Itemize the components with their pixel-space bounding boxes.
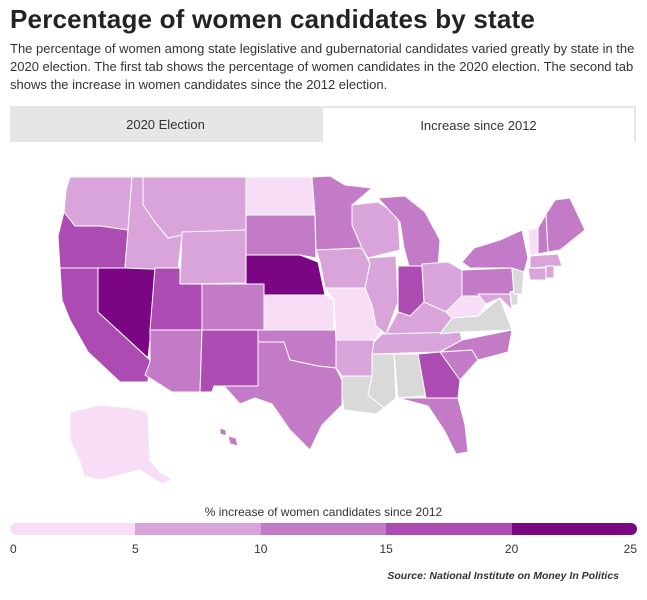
- state-IA[interactable]: [315, 247, 371, 289]
- state-CT[interactable]: [527, 267, 547, 281]
- legend-tick: 25: [623, 542, 637, 556]
- state-AZ[interactable]: [144, 329, 203, 393]
- state-ME[interactable]: [545, 197, 586, 253]
- legend-tick: 20: [504, 542, 519, 556]
- state-ND[interactable]: [245, 176, 316, 216]
- state-TX[interactable]: [223, 341, 343, 451]
- state-NC[interactable]: [439, 329, 513, 361]
- legend-tick: 15: [379, 542, 393, 556]
- state-SD[interactable]: [245, 214, 317, 259]
- legend-tick-labels: 0 5 10 15 20 25: [10, 542, 637, 556]
- state-AR[interactable]: [335, 339, 375, 377]
- state-NM[interactable]: [199, 329, 259, 393]
- legend-swatch-10-15: [260, 523, 387, 535]
- state-CO[interactable]: [201, 283, 265, 331]
- state-GA[interactable]: [417, 351, 461, 399]
- state-MA[interactable]: [529, 253, 563, 269]
- tab-2020-election[interactable]: 2020 Election: [10, 106, 321, 142]
- source-credit: Source: National Institute on Money In P…: [387, 570, 619, 582]
- state-IL[interactable]: [364, 255, 399, 335]
- state-FL[interactable]: [397, 397, 469, 455]
- state-MD[interactable]: [477, 293, 513, 311]
- state-RI[interactable]: [545, 265, 555, 279]
- state-WY[interactable]: [179, 229, 247, 285]
- legend-swatch-0-5: [10, 523, 136, 535]
- state-VT[interactable]: [527, 227, 539, 257]
- state-HI[interactable]: [219, 427, 239, 447]
- legend-title: % increase of women candidates since 201…: [204, 505, 443, 519]
- legend-tick: 10: [254, 542, 268, 556]
- us-choropleth-map: [0, 142, 647, 502]
- legend-swatch-5-10: [135, 523, 261, 535]
- tab-bar: 2020 Election Increase since 2012: [10, 106, 636, 142]
- legend-swatch-15-20: [386, 523, 512, 535]
- legend-tick: 5: [132, 542, 139, 556]
- state-AK[interactable]: [69, 404, 173, 485]
- tab-increase-since-2012[interactable]: Increase since 2012: [321, 106, 636, 142]
- page-description: The percentage of women among state legi…: [10, 41, 635, 92]
- state-WI[interactable]: [351, 201, 401, 259]
- page-title: Percentage of women candidates by state: [10, 4, 536, 34]
- legend-swatch-20-25: [511, 523, 637, 535]
- state-NY[interactable]: [461, 229, 529, 273]
- state-WA[interactable]: [63, 176, 133, 231]
- state-PA[interactable]: [461, 267, 515, 297]
- legend-tick: 0: [10, 542, 17, 556]
- state-KS[interactable]: [263, 294, 335, 331]
- legend-color-scale: [10, 523, 637, 535]
